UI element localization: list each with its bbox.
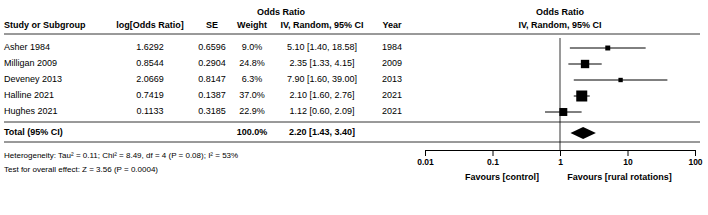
title: Odds Ratio [536, 7, 585, 17]
tick: 1 [558, 150, 563, 167]
study-square [576, 91, 587, 102]
footer-note: Heterogeneity: Tau² = 0.11; Chi² = 8.49,… [4, 151, 238, 160]
study-square [618, 78, 622, 82]
tick-label: 0.01 [417, 157, 434, 167]
table-cell: Halline 2021 [4, 90, 54, 100]
table-cell: Asher 1984 [4, 42, 50, 52]
tick: 100 [688, 150, 702, 167]
table-cell: 0.6596 [198, 42, 226, 52]
table-cell: 37.0% [239, 90, 265, 100]
column-header: Study or Subgroup [4, 20, 86, 30]
tick-mark [493, 150, 494, 156]
study-square [605, 46, 610, 51]
tick-label: 0.1 [487, 157, 499, 167]
table-cell: 0.3185 [198, 106, 226, 116]
table-cell: 2.0669 [136, 74, 164, 84]
total-rule-top [4, 122, 700, 123]
column-header: IV, Random, 95% CI [280, 20, 363, 30]
table-cell: 0.7419 [136, 90, 164, 100]
forest-plot [545, 38, 667, 150]
table-cell: 0.1387 [198, 90, 226, 100]
table-cell: 6.3% [242, 74, 263, 84]
table-cell: 24.8% [239, 58, 265, 68]
chart: Odds Ratio Odds Ratio IV, Random, 95% CI St… [0, 0, 708, 215]
table-cell: 1.6292 [136, 42, 164, 52]
total-ci: 2.20 [1.43, 3.40] [289, 127, 355, 137]
table-cell: 2021 [382, 106, 402, 116]
table-cell: 2009 [382, 58, 402, 68]
tick-label: 1 [558, 157, 563, 167]
table-cell: 9.0% [242, 42, 263, 52]
total-diamond [570, 127, 595, 139]
tick: 10 [623, 150, 633, 167]
table-title: Odds Ratio [257, 7, 306, 17]
header-rule [4, 34, 700, 35]
table-cell: Milligan 2009 [4, 58, 57, 68]
table-cell: 5.10 [1.40, 18.58] [287, 42, 357, 52]
table-cell: 2.35 [1.33, 4.15] [289, 58, 354, 68]
table-cell: 1984 [382, 42, 402, 52]
subtitle: IV, Random, 95% CI [518, 20, 601, 30]
favours-right: Favours [rural rotations] [567, 172, 672, 182]
table-cell: 0.2904 [198, 58, 226, 68]
table-cell: 2021 [382, 90, 402, 100]
table-cell: 0.8147 [198, 74, 226, 84]
table-cell: 7.90 [1.60, 39.00] [287, 74, 357, 84]
table-cell: 2.10 [1.60, 2.76] [289, 90, 354, 100]
column-header: Weight [237, 20, 267, 30]
table-cell: 1.12 [0.60, 2.09] [289, 106, 354, 116]
study-square [581, 60, 589, 68]
table-cell: 2013 [382, 74, 402, 84]
table-cell: Hughes 2021 [4, 106, 58, 116]
total-weight: 100.0% [237, 127, 268, 137]
x-axis: 0.01 0.1 1 10 100 [417, 150, 703, 167]
favours-left: Favours [control] [465, 172, 539, 182]
table-cell: Deveney 2013 [4, 74, 62, 84]
column-header: Year [382, 20, 402, 30]
reference-line [560, 38, 561, 150]
tick: 0.01 [417, 150, 434, 167]
table-cell: 22.9% [239, 106, 265, 116]
study-square [559, 108, 567, 116]
footer-note: Test for overall effect: Z = 3.56 (P = 0… [4, 165, 158, 174]
tick-mark [560, 150, 561, 156]
total-rule-bottom [4, 142, 700, 143]
tick-label: 10 [623, 157, 633, 167]
tick-label: 100 [688, 157, 702, 167]
tick-mark [628, 150, 629, 156]
table-cell: 0.8544 [136, 58, 164, 68]
table-cell: 0.1133 [137, 106, 164, 116]
tick: 0.1 [487, 150, 499, 167]
tick-mark [695, 150, 696, 156]
total-label: Total (95% CI) [4, 127, 63, 137]
column-header: SE [206, 20, 218, 30]
column-header: log[Odds Ratio] [116, 20, 184, 30]
tick-mark [425, 150, 426, 156]
